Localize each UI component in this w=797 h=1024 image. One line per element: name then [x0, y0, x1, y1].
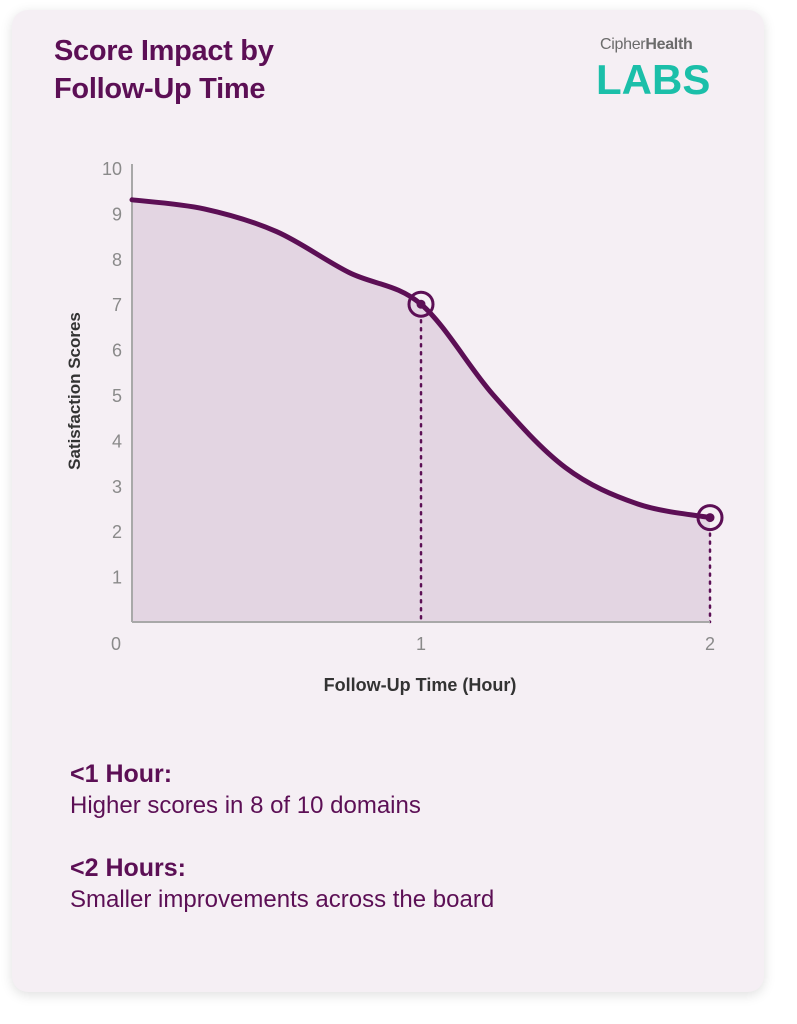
y-tick-label: 1 — [112, 568, 122, 588]
y-axis-label: Satisfaction Scores — [65, 312, 84, 470]
data-point — [416, 299, 426, 309]
y-tick-label: 9 — [112, 204, 122, 224]
x-tick-label: 2 — [705, 634, 715, 654]
y-tick-label: 2 — [112, 522, 122, 542]
x-tick-label: 1 — [416, 634, 426, 654]
note-heading-2: <2 Hours: — [70, 854, 187, 882]
dotted-guides — [419, 318, 712, 624]
note-heading-1: <1 Hour: — [70, 760, 173, 788]
y-tick-label: 3 — [112, 477, 122, 497]
y-tick-label: 6 — [112, 341, 122, 361]
logo-labs-text: LABS — [596, 56, 711, 103]
y-tick-label: 8 — [112, 250, 122, 270]
data-point — [705, 513, 715, 523]
highlight-ring — [407, 290, 435, 318]
highlight-markers — [407, 290, 724, 532]
y-tick-label: 7 — [112, 295, 122, 315]
series-line — [129, 197, 713, 521]
x-tick-labels: 0 1 2 — [111, 634, 715, 654]
x-tick-label: 0 — [111, 634, 121, 654]
highlight-ring — [696, 504, 724, 532]
y-tick-labels: 1 2 3 4 5 6 7 8 9 10 — [102, 159, 122, 588]
notes-section: <1 Hour: Higher scores in 8 of 10 domain… — [70, 758, 710, 946]
y-tick-label: 10 — [102, 159, 122, 179]
chart-title: Score Impact by Follow-Up Time — [54, 35, 274, 105]
logo-health-text: Health — [645, 36, 693, 53]
note-text-2: Smaller improvements across the board — [70, 886, 495, 913]
x-axis-label: Follow-Up Time (Hour) — [324, 675, 517, 695]
cipherhealth-labs-logo: CipherHealth LABS — [582, 32, 712, 112]
y-tick-label: 4 — [112, 431, 122, 451]
note-text-1: Higher scores in 8 of 10 domains — [70, 792, 421, 819]
logo-cipher-text: Cipher — [600, 36, 646, 53]
logo-wordmark-top: CipherHealth — [600, 36, 693, 54]
y-tick-label: 5 — [112, 386, 122, 406]
